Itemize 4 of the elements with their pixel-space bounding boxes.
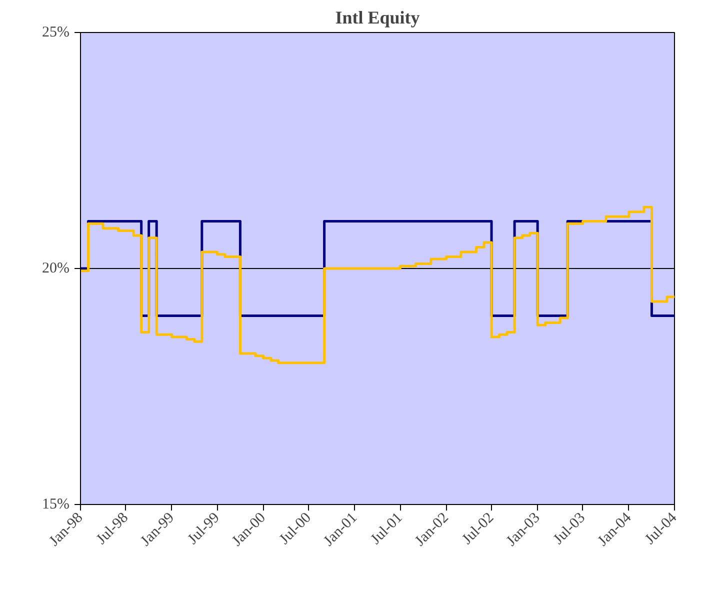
chart-title: Intl Equity [335, 8, 420, 28]
y-tick-label: 20% [42, 260, 70, 276]
y-tick-label: 25% [42, 24, 70, 40]
y-tick-label: 15% [42, 496, 70, 512]
